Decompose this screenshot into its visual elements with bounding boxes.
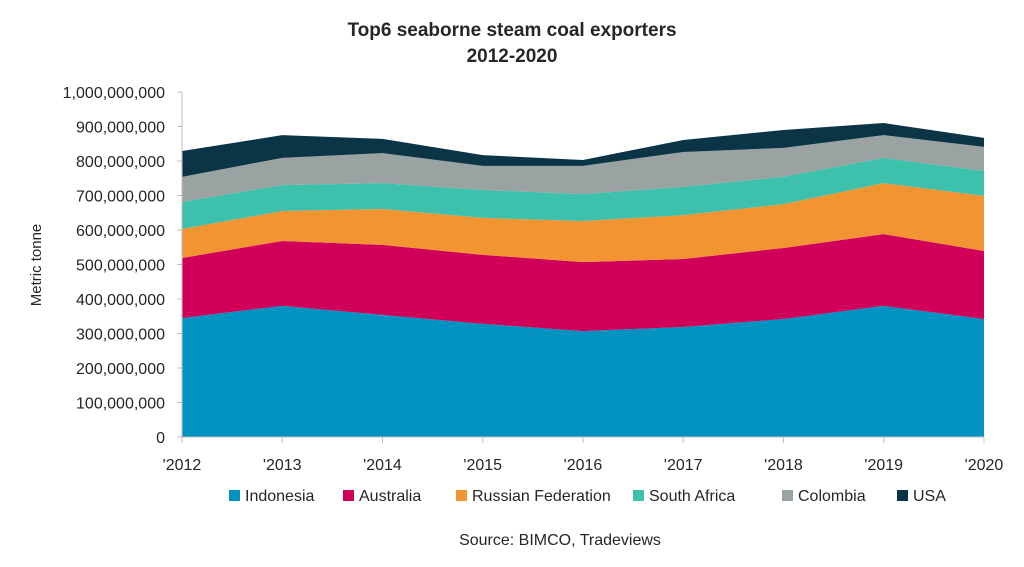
legend-label-russian-federation: Russian Federation — [472, 488, 611, 505]
y-tick-label: 200,000,000 — [76, 361, 165, 378]
x-tick-label: '2014 — [363, 457, 402, 474]
y-tick-label: 0 — [156, 430, 165, 447]
x-tick-label: '2013 — [263, 457, 302, 474]
y-tick-label: 500,000,000 — [76, 258, 165, 275]
legend-swatch-south-africa — [633, 490, 644, 501]
legend-label-usa: USA — [913, 488, 946, 505]
x-tick-label: '2019 — [864, 457, 903, 474]
legend-swatch-usa — [897, 490, 908, 501]
area-south-africa — [182, 157, 984, 229]
y-axis-label: Metric tonne — [28, 224, 45, 307]
legend-swatch-australia — [343, 490, 354, 501]
area-indonesia — [182, 305, 984, 437]
legend-label-colombia: Colombia — [798, 488, 866, 505]
chart-title-line2: 2012-2020 — [467, 46, 558, 67]
y-tick-label: 700,000,000 — [76, 189, 165, 206]
x-tick-label: '2015 — [463, 457, 502, 474]
area-usa — [182, 123, 984, 177]
legend-swatch-colombia — [782, 490, 793, 501]
legend-label-australia: Australia — [359, 488, 421, 505]
x-tick-label: '2017 — [664, 457, 703, 474]
area-colombia — [182, 135, 984, 203]
y-tick-label: 900,000,000 — [76, 120, 165, 137]
y-tick-label: 600,000,000 — [76, 223, 165, 240]
y-tick-label: 400,000,000 — [76, 292, 165, 309]
x-tick-label: '2016 — [564, 457, 603, 474]
legend-label-south-africa: South Africa — [649, 488, 735, 505]
y-tick-label: 800,000,000 — [76, 154, 165, 171]
x-tick-label: '2012 — [163, 457, 202, 474]
legend-label-indonesia: Indonesia — [245, 488, 314, 505]
area-australia — [182, 234, 984, 332]
y-tick-label: 1,000,000,000 — [63, 85, 165, 102]
x-tick-label: '2020 — [965, 457, 1004, 474]
chart-title-line1: Top6 seaborne steam coal exporters — [347, 20, 676, 41]
legend-swatch-indonesia — [229, 490, 240, 501]
area-russian-federation — [182, 183, 984, 263]
source-note: Source: BIMCO, Tradeviews — [459, 532, 661, 549]
legend-swatch-russian-federation — [456, 490, 467, 501]
y-tick-label: 300,000,000 — [76, 327, 165, 344]
y-tick-label: 100,000,000 — [76, 396, 165, 413]
x-tick-label: '2018 — [764, 457, 803, 474]
